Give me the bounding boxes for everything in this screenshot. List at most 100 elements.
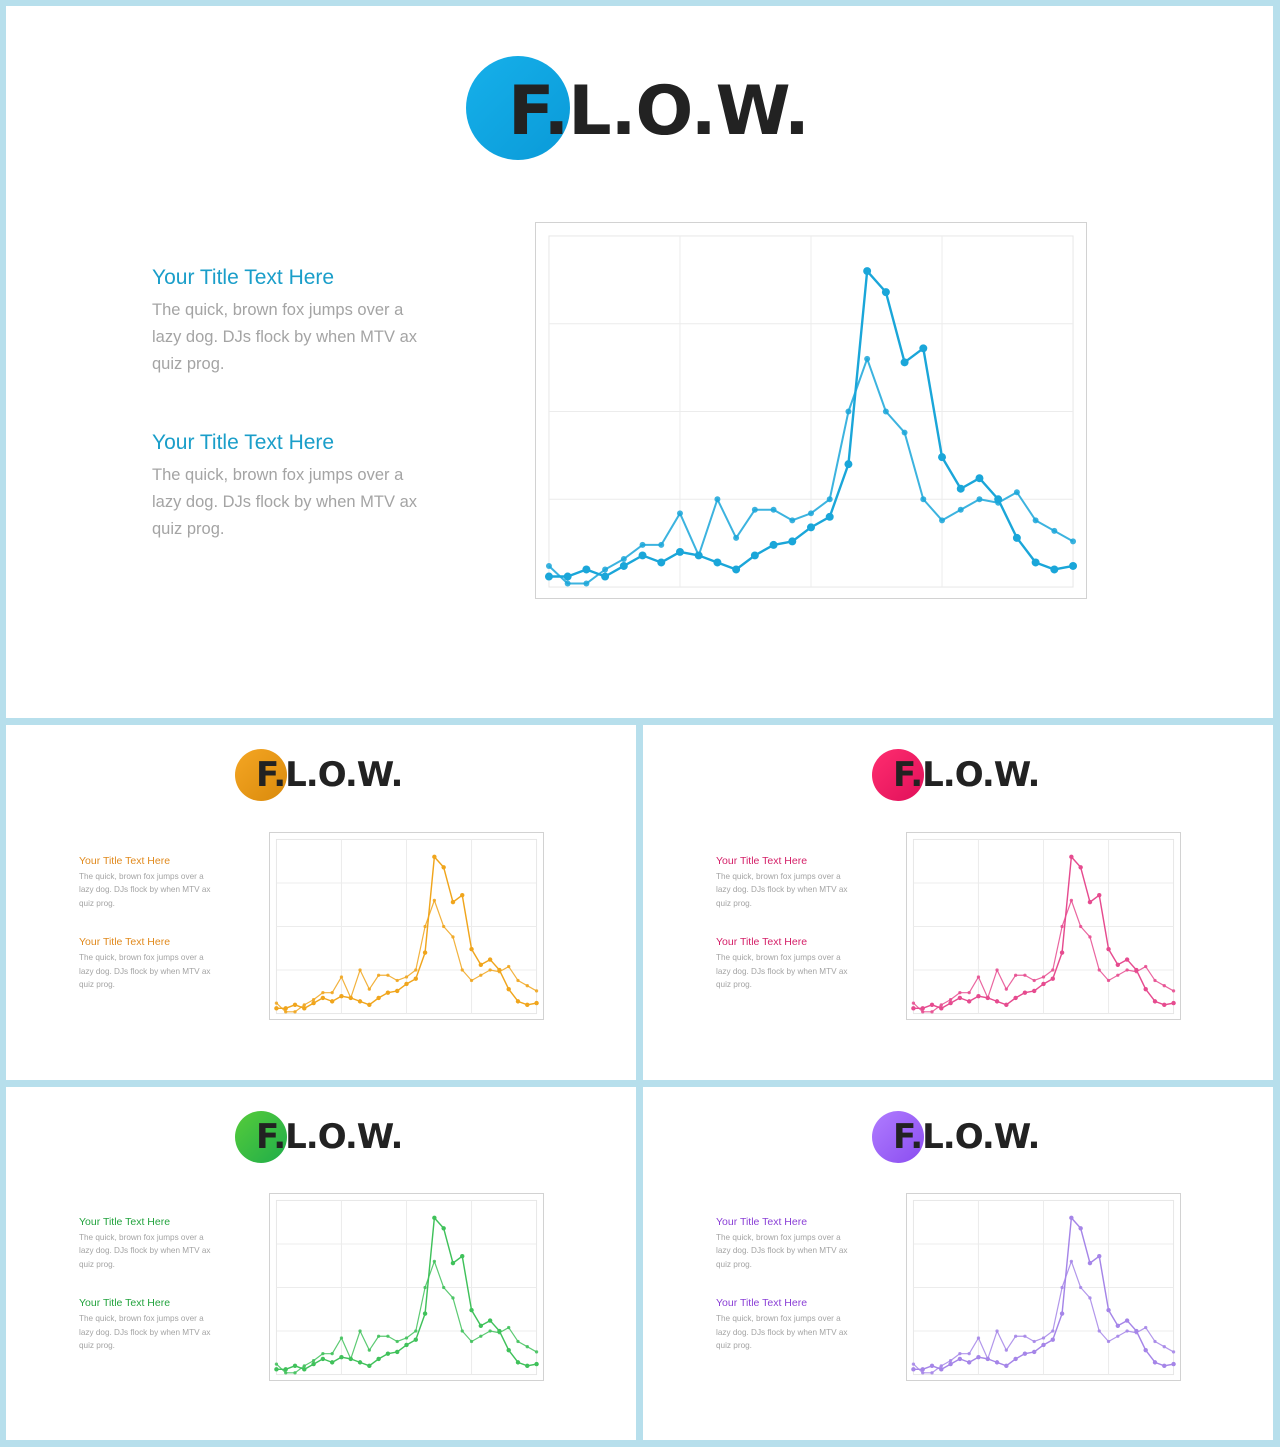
data-point (404, 975, 409, 979)
data-point (1097, 892, 1102, 898)
flow-logo: F.L.O.W. (872, 1111, 1042, 1166)
chart-svg (911, 1199, 1176, 1376)
data-point (1088, 935, 1092, 939)
data-point (976, 1354, 981, 1360)
data-point (469, 978, 474, 983)
data-point (329, 1360, 335, 1365)
line-chart (269, 832, 544, 1020)
data-point (330, 1352, 334, 1356)
data-point (376, 1334, 381, 1338)
text-column: Your Title Text Here The quick, brown fo… (716, 1215, 866, 1352)
data-point (1162, 1345, 1166, 1349)
data-point (1097, 1253, 1102, 1259)
data-point (930, 1010, 934, 1014)
data-point (460, 1253, 465, 1259)
data-point (515, 999, 521, 1004)
data-point (1004, 1002, 1009, 1008)
data-point (788, 537, 797, 546)
data-point (1051, 968, 1055, 972)
data-point (413, 1337, 418, 1342)
data-point (1060, 1285, 1064, 1290)
data-point (525, 1345, 529, 1349)
data-point (732, 565, 741, 574)
data-point (901, 429, 908, 436)
data-point (1013, 1356, 1018, 1362)
data-point (367, 1348, 371, 1352)
data-point (320, 995, 326, 1001)
data-point (534, 1000, 539, 1006)
data-point (675, 547, 684, 556)
data-point (487, 957, 493, 962)
slide-purple: F.L.O.W. Your Title Text Here The quick,… (643, 1087, 1273, 1440)
logo-text: F.L.O.W. (256, 755, 403, 795)
block-body: The quick, brown fox jumps over a lazy d… (79, 1314, 211, 1351)
data-point (1023, 973, 1027, 977)
data-point (921, 1010, 925, 1014)
logo-circle (466, 56, 570, 160)
data-point (1171, 1000, 1176, 1006)
data-point (1116, 1334, 1120, 1338)
data-point (367, 987, 371, 991)
block-title: Your Title Text Here (79, 936, 171, 949)
data-point (478, 962, 484, 968)
data-point (302, 1364, 306, 1368)
data-point (376, 995, 381, 1001)
data-point (583, 580, 590, 587)
data-point (516, 1339, 520, 1344)
data-point (545, 562, 552, 569)
data-point (1079, 924, 1083, 929)
data-point (657, 558, 666, 567)
data-point (414, 968, 418, 972)
data-point (525, 1363, 530, 1369)
data-point (1153, 1339, 1157, 1344)
data-point (930, 1371, 934, 1375)
data-point (516, 978, 520, 983)
data-point (506, 986, 511, 992)
data-point (395, 1339, 399, 1344)
data-point (451, 1296, 455, 1300)
data-point (376, 973, 381, 977)
data-point (938, 453, 947, 462)
data-point (274, 1367, 279, 1372)
data-point (976, 496, 983, 503)
text-column: Your Title Text Here The quick, brown fo… (152, 264, 452, 543)
data-point (339, 993, 344, 999)
data-point (469, 1339, 474, 1344)
data-point (311, 1361, 316, 1367)
data-point (770, 506, 777, 513)
data-point (487, 1318, 493, 1323)
data-point (995, 968, 999, 972)
data-point (1069, 1215, 1074, 1221)
data-point (293, 1371, 297, 1375)
data-point (694, 551, 703, 560)
data-point (292, 1363, 298, 1369)
data-point (321, 1352, 325, 1356)
data-point (939, 1003, 943, 1007)
data-point (995, 1329, 999, 1333)
data-point (469, 1307, 474, 1313)
data-point (329, 999, 335, 1004)
chart-svg (544, 235, 1078, 588)
block-body: The quick, brown fox jumps over a lazy d… (152, 466, 418, 538)
data-point (920, 496, 927, 503)
data-point (1115, 1323, 1121, 1329)
block-body: The quick, brown fox jumps over a lazy d… (152, 301, 418, 373)
data-point (422, 1311, 428, 1316)
data-point (1143, 986, 1148, 992)
data-point (311, 1000, 316, 1006)
data-point (957, 1356, 963, 1362)
data-point (601, 572, 610, 581)
data-point (1162, 1002, 1167, 1008)
data-point (1032, 1339, 1036, 1344)
text-column: Your Title Text Here The quick, brown fo… (79, 1215, 229, 1352)
data-point (807, 523, 815, 532)
plot-area (912, 1199, 1175, 1376)
data-point (385, 1351, 391, 1356)
data-point (460, 892, 465, 898)
data-point (274, 1362, 279, 1366)
block-body: The quick, brown fox jumps over a lazy d… (716, 1233, 848, 1269)
data-point (564, 580, 571, 587)
data-point (1134, 1328, 1139, 1334)
data-point (1041, 981, 1046, 987)
data-point (563, 572, 572, 581)
